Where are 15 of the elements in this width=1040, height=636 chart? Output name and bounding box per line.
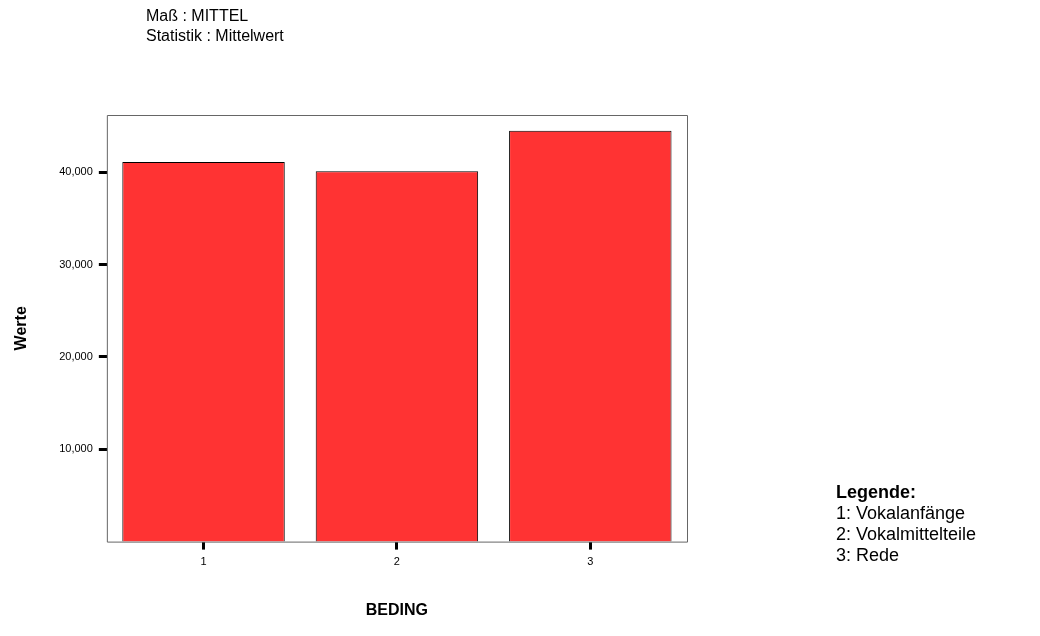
chart-subtitle: Statistik : Mittelwert [146,26,284,46]
y-axis-title: Werte [12,306,30,351]
x-tick-label: 2 [393,555,400,568]
text: 1: Vokalanfänge [836,503,967,524]
text: Legende: [836,482,917,503]
y-tick-label: 10,000 [59,442,93,455]
text: 2: Vokalmittelteile [836,524,977,545]
y-tick-label: 40,000 [59,165,93,178]
x-axis-title: BEDING [365,600,429,618]
x-tick-label: 3 [587,555,594,568]
x-tick-label: 1 [200,555,207,568]
y-tick-label: 20,000 [59,349,93,362]
chart-title: Maß : MITTEL [146,6,250,26]
y-tick-label: 30,000 [59,257,93,270]
text: 3: Rede [836,545,901,566]
